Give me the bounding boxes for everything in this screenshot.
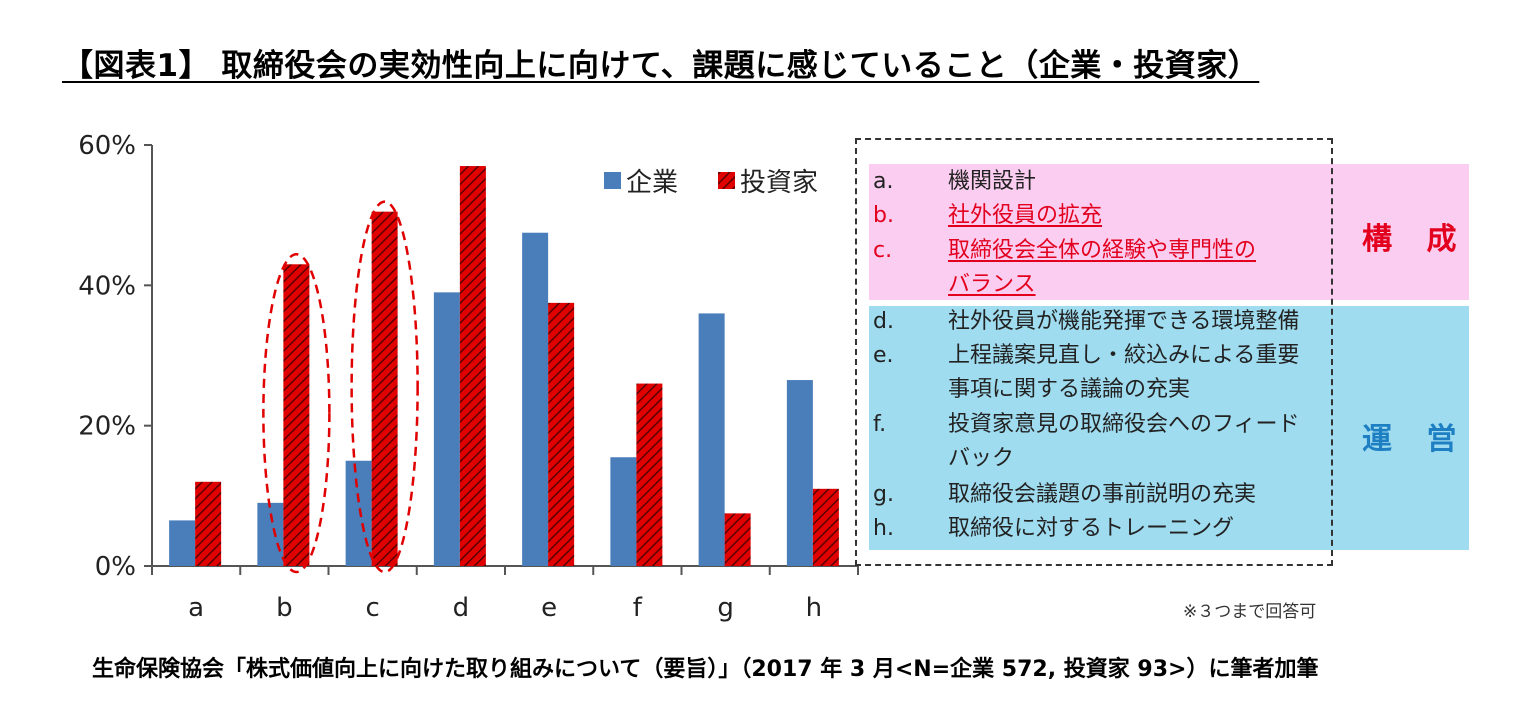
y-tick-label: 60% — [78, 131, 136, 161]
legend-swatch-toshika — [718, 172, 735, 189]
list-item-text: 社外役員が機能発揮できる環境整備 — [948, 309, 1300, 334]
x-tick-label: d — [453, 593, 470, 623]
bar-kigyo-e — [522, 232, 549, 567]
bar-kigyo-f — [610, 457, 637, 566]
x-tick-label: f — [633, 593, 643, 623]
bar-toshika-b — [283, 264, 310, 566]
x-tick-label: h — [806, 593, 822, 623]
kosei-label: 構 成 — [1362, 222, 1469, 257]
list-item-letter: c. — [873, 238, 893, 263]
bar-kigyo-a — [169, 520, 196, 566]
list-item-f-continued: バック — [948, 446, 1015, 471]
list-item-c-continued: バランス — [948, 272, 1036, 297]
bar-toshika-g — [724, 513, 751, 566]
x-tick-label: e — [541, 593, 557, 623]
bar-toshika-h — [812, 488, 839, 566]
footnote: ※３つまで回答可 — [1183, 602, 1317, 622]
y-tick-label: 0% — [95, 552, 136, 582]
x-tick-label: g — [717, 593, 734, 623]
legend-label-kigyo: 企業 — [626, 168, 678, 198]
list-item-text: 投資家意見の取締役会へのフィード — [948, 412, 1300, 437]
y-tick-label: 40% — [78, 271, 136, 301]
source-caption: 生命保険協会「株式価値向上に向けた取り組みについて（要旨）」（2017 年 3 … — [92, 657, 1319, 682]
list-item-letter: b. — [873, 203, 894, 228]
bar-toshika-e — [548, 302, 575, 566]
bar-kigyo-g — [698, 313, 725, 566]
list-item-text: 社外役員の拡充 — [948, 203, 1103, 228]
highlight-ellipse-c — [350, 200, 419, 574]
x-tick-label: c — [365, 593, 379, 623]
bar-kigyo-h — [786, 380, 813, 566]
unei-band — [869, 306, 1469, 550]
list-item-e-continued: 事項に関する議論の充実 — [948, 377, 1191, 402]
list-item-text: 取締役会議題の事前説明の充実 — [948, 482, 1257, 507]
list-item-text: 取締役会全体の経験や専門性の — [948, 238, 1257, 263]
list-item-letter: g. — [873, 482, 894, 507]
bar-kigyo-d — [433, 292, 460, 566]
unei-label: 運 営 — [1362, 422, 1469, 457]
bar-toshika-a — [195, 481, 222, 566]
list-item-text: 機関設計 — [948, 169, 1037, 194]
legend-swatch-kigyo — [604, 172, 621, 189]
kosei-band — [869, 164, 1469, 300]
item-list-frame — [855, 138, 1333, 566]
list-item-letter: a. — [873, 169, 894, 194]
bar-toshika-f — [636, 383, 663, 566]
highlight-ellipse-b — [262, 253, 331, 574]
bar-kigyo-c — [345, 460, 372, 566]
bar-toshika-c — [371, 211, 398, 567]
bar-kigyo-b — [257, 502, 284, 566]
y-tick-label: 20% — [78, 412, 136, 442]
list-item-letter: h. — [873, 516, 894, 541]
bar-chart: 0% 20% 40% 60% a b c d e f g h 企業 投資家 — [78, 131, 859, 623]
x-tick-label: a — [188, 593, 204, 623]
list-item-letter: e. — [873, 343, 894, 368]
x-tick-label: b — [276, 593, 293, 623]
legend-label-toshika: 投資家 — [740, 168, 818, 198]
list-item-text: 取締役に対するトレーニング — [948, 516, 1235, 541]
list-item-letter: d. — [873, 309, 894, 334]
chart-title: 【図表1】 取締役会の実効性向上に向けて、課題に感じていること（企業・投資家） — [62, 48, 1260, 84]
bar-toshika-d — [459, 166, 486, 567]
list-item-text: 上程議案見直し・絞込みによる重要 — [948, 343, 1300, 368]
list-item-letter: f. — [873, 412, 887, 437]
